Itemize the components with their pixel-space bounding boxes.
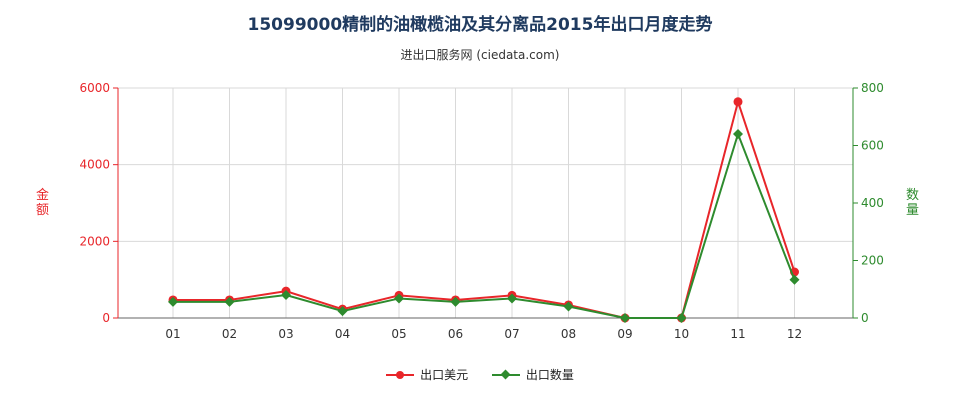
x-tick-label-06: 06: [448, 327, 463, 341]
y-right-tick-label-200: 200: [861, 254, 884, 268]
y-left-tick-label-0: 0: [102, 311, 110, 325]
x-tick-label-10: 10: [674, 327, 689, 341]
legend-label-usd: 出口美元: [420, 368, 469, 382]
x-tick-label-11: 11: [730, 327, 745, 341]
legend-label-qty: 出口数量: [525, 368, 574, 382]
y-right-tick-label-0: 0: [861, 311, 869, 325]
x-tick-label-01: 01: [165, 327, 180, 341]
series-0-point-11: [733, 97, 743, 107]
legend-swatch-usd: [386, 370, 415, 380]
series-1-point-06: [450, 296, 461, 307]
series-1-point-10: [676, 313, 687, 323]
legend-item-qty[interactable]: 出口数量: [491, 366, 574, 383]
y-left-tick-label-6000: 6000: [79, 81, 110, 95]
series-1-point-03: [281, 290, 291, 300]
y-left-tick-label-4000: 4000: [79, 158, 110, 172]
y-axis-right-title: 数量: [906, 188, 920, 218]
chart-subtitle: 进出口服务网 (ciedata.com): [400, 48, 560, 62]
series-line-0: [173, 98, 796, 319]
series-1-point-05: [394, 293, 404, 304]
legend-swatch-qty: [491, 369, 520, 380]
series-1-point-07: [507, 293, 517, 304]
y-right-tick-label-600: 600: [861, 139, 884, 153]
x-tick-label-09: 09: [617, 327, 632, 341]
x-tick-label-08: 08: [561, 327, 576, 341]
y-left-tick-label-2000: 2000: [79, 234, 110, 248]
x-tick-label-07: 07: [504, 327, 519, 341]
y-right-tick-label-800: 800: [861, 81, 884, 95]
series-1-point-08: [563, 301, 574, 312]
x-tick-label-04: 04: [335, 327, 350, 341]
series-1-point-04: [337, 306, 348, 317]
y-right-tick-label-400: 400: [861, 196, 884, 210]
legend-item-usd[interactable]: 出口美元: [386, 366, 468, 383]
series-1-point-01: [168, 296, 178, 307]
series-1-point-11: [733, 129, 743, 139]
series-1-point-02: [224, 296, 235, 307]
x-tick-label-03: 03: [278, 327, 293, 341]
x-tick-label-02: 02: [222, 327, 237, 341]
x-tick-label-12: 12: [787, 327, 802, 341]
y-axis-left-title: 金额: [36, 188, 50, 218]
series-1-point-12: [789, 274, 800, 285]
chart-title: 15099000精制的油橄榄油及其分离品2015年出口月度走势: [247, 15, 713, 35]
legend: 出口美元 出口数量: [0, 366, 960, 383]
series-line-1: [173, 130, 796, 319]
x-tick-label-05: 05: [391, 327, 406, 341]
series-1-point-09: [620, 313, 630, 323]
